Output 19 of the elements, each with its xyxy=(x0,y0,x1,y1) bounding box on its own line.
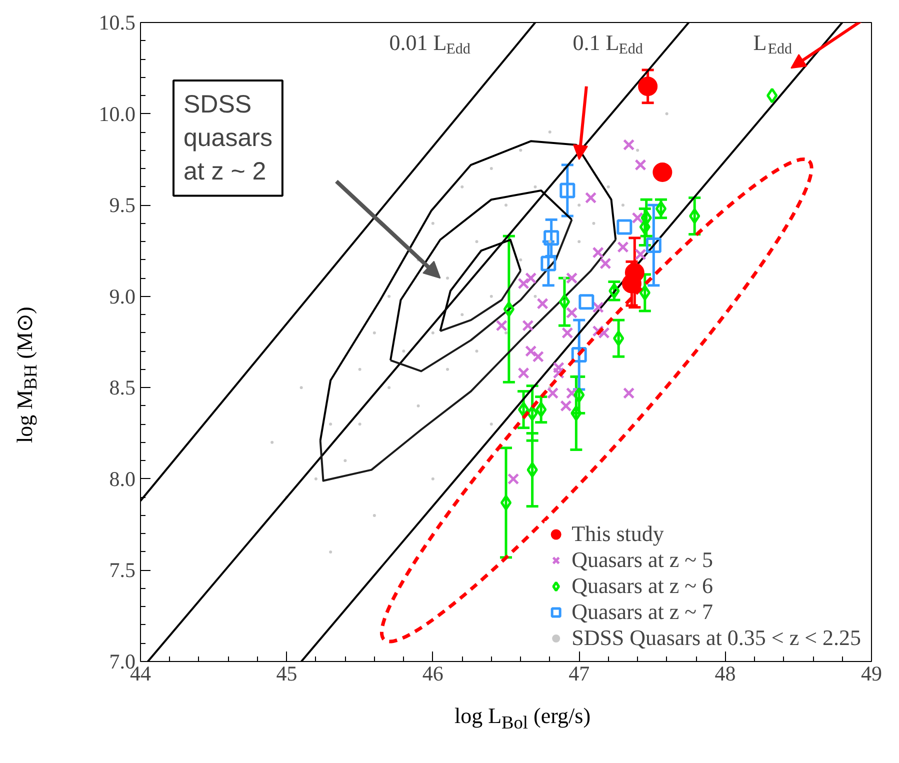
annotation: SDSS quasars at z ~ 2 xyxy=(184,90,272,186)
y-tick-label: 9.0 xyxy=(109,284,136,308)
legend-label: This study xyxy=(572,521,664,547)
x-axis-title: log L$_{Bol}$ (erg/s) xyxy=(454,702,591,734)
y-tick-label: 10.0 xyxy=(98,102,136,126)
x-tick-label: 45 xyxy=(276,662,298,686)
x-tick-label: 47 xyxy=(568,662,590,686)
y-tick-label: 10.5 xyxy=(98,10,136,34)
legend-label: Quasars at z ~ 6 xyxy=(572,573,713,599)
legend-label: Quasars at z ~ 7 xyxy=(572,599,713,625)
y-tick-label: 7.5 xyxy=(109,558,136,582)
y-tick-label: 9.5 xyxy=(109,193,136,218)
x-tick-label: 48 xyxy=(714,662,736,686)
x-tick-label: 49 xyxy=(861,662,882,686)
legend-label: SDSS Quasars at 0.35 < z < 2.25 xyxy=(572,625,861,651)
y-tick-label: 8.0 xyxy=(109,466,136,491)
y-tick-label: 8.5 xyxy=(109,376,136,400)
legend-label: Quasars at z ~ 5 xyxy=(572,547,713,573)
x-tick-label: 46 xyxy=(422,662,444,686)
